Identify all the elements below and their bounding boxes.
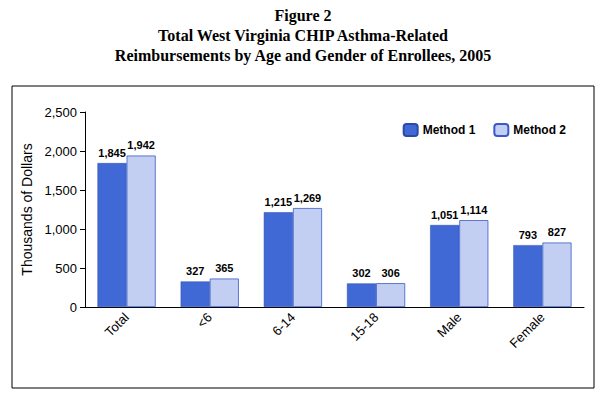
svg-text:327: 327 <box>186 265 204 277</box>
svg-text:1,051: 1,051 <box>431 209 459 221</box>
svg-text:2,000: 2,000 <box>44 144 77 159</box>
svg-text:302: 302 <box>352 267 370 279</box>
svg-text:793: 793 <box>519 229 537 241</box>
svg-text:<6: <6 <box>194 310 215 331</box>
svg-text:365: 365 <box>215 262 233 274</box>
svg-text:827: 827 <box>548 226 566 238</box>
svg-text:Thousands of Dollars: Thousands of Dollars <box>19 143 35 275</box>
svg-text:500: 500 <box>55 261 77 276</box>
svg-text:306: 306 <box>381 267 399 279</box>
svg-text:2,500: 2,500 <box>44 105 77 120</box>
svg-text:1,215: 1,215 <box>265 196 293 208</box>
svg-text:Method 2: Method 2 <box>513 123 566 137</box>
svg-text:1,114: 1,114 <box>460 204 488 216</box>
svg-text:1,269: 1,269 <box>294 192 322 204</box>
svg-text:Total: Total <box>102 310 132 340</box>
svg-text:1,845: 1,845 <box>98 147 126 159</box>
svg-text:15-18: 15-18 <box>347 310 381 344</box>
svg-text:Male: Male <box>434 310 465 341</box>
svg-text:Reimbursements by Age and Gend: Reimbursements by Age and Gender of Enro… <box>115 47 491 65</box>
svg-text:Female: Female <box>506 310 547 351</box>
svg-text:Method 1: Method 1 <box>423 123 476 137</box>
svg-text:1,500: 1,500 <box>44 183 77 198</box>
svg-text:6-14: 6-14 <box>269 310 298 339</box>
svg-text:Total West Virginia CHIP Asthm: Total West Virginia CHIP Asthma-Related <box>158 27 448 45</box>
svg-text:1,942: 1,942 <box>127 139 155 151</box>
svg-text:1,000: 1,000 <box>44 222 77 237</box>
svg-text:0: 0 <box>70 300 77 315</box>
svg-text:Figure 2: Figure 2 <box>274 7 331 25</box>
